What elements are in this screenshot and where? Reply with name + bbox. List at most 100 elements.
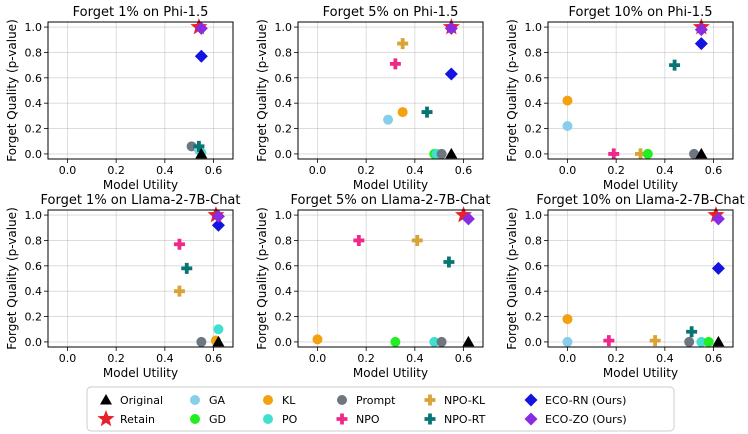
y-tick-label: 0.2 — [25, 123, 43, 136]
x-tick-label: 0.2 — [357, 164, 375, 177]
point-original — [462, 335, 475, 347]
x-axis-label: Model Utility — [103, 366, 178, 380]
point-prompt — [196, 336, 207, 347]
point-po — [429, 336, 440, 347]
x-axis-label: Model Utility — [603, 178, 678, 192]
x-tick-label: 0.0 — [309, 164, 327, 177]
legend-label-npo-kl: NPO-KL — [444, 394, 486, 407]
y-tick-label: 1.0 — [25, 21, 43, 34]
y-axis-label: Forget Quality (p-value) — [255, 19, 269, 162]
y-tick-label: 0.0 — [25, 148, 43, 161]
y-tick-label: 1.0 — [275, 21, 293, 34]
legend-marker-retain — [97, 410, 115, 427]
point-npo — [603, 335, 615, 347]
y-axis-label: Forget Quality (p-value) — [255, 207, 269, 350]
plot-frame — [547, 209, 734, 348]
legend-marker-kl — [263, 395, 273, 405]
point-kl — [397, 107, 408, 118]
x-tick-label: 0.6 — [455, 164, 473, 177]
point-kl — [562, 314, 573, 325]
legend-marker-gd — [190, 414, 200, 424]
point-eco-rn-ours — [211, 218, 225, 232]
legend-marker-prompt — [337, 395, 347, 405]
point-po — [696, 336, 707, 347]
legend-marker-eco-zo-ours — [524, 412, 538, 426]
y-tick-label: 0.0 — [275, 148, 293, 161]
y-tick-label: 0.8 — [275, 234, 293, 247]
point-npo — [173, 238, 185, 250]
y-tick-label: 1.0 — [275, 209, 293, 222]
point-original — [695, 147, 708, 159]
x-tick-label: 0.2 — [357, 352, 375, 365]
x-tick-label: 0.6 — [205, 352, 223, 365]
x-axis-label: Model Utility — [103, 178, 178, 192]
x-tick-label: 0.2 — [107, 164, 125, 177]
point-npo — [353, 234, 365, 246]
x-tick-label: 0.4 — [156, 352, 174, 365]
subplot-title: Forget 5% on Phi-1.5 — [323, 5, 459, 20]
y-tick-label: 1.0 — [25, 209, 43, 222]
y-tick-label: 0.0 — [25, 336, 43, 349]
point-ga — [562, 336, 573, 347]
x-tick-label: 0.4 — [406, 352, 424, 365]
legend-label-npo: NPO — [356, 413, 380, 426]
point-npo-kl — [397, 38, 409, 50]
plot-frame — [547, 21, 734, 160]
point-prompt — [436, 336, 447, 347]
point-npo — [389, 58, 401, 70]
subplot-title: Forget 10% on Llama-2-7B-Chat — [536, 193, 744, 208]
point-npo — [608, 148, 620, 160]
y-tick-label: 0.0 — [525, 148, 543, 161]
x-tick-label: 0.6 — [455, 352, 473, 365]
x-tick-label: 0.0 — [559, 164, 577, 177]
point-po — [213, 324, 224, 335]
y-tick-label: 0.2 — [275, 123, 293, 136]
x-tick-label: 0.6 — [705, 164, 723, 177]
point-ga — [562, 121, 573, 132]
subplot-title: Forget 10% on Phi-1.5 — [569, 5, 713, 20]
point-eco-rn-ours — [694, 37, 708, 51]
point-npo-rt — [421, 106, 433, 118]
x-tick-label: 0.4 — [156, 164, 174, 177]
point-npo-kl — [173, 285, 185, 297]
y-tick-label: 0.4 — [275, 97, 293, 110]
x-tick-label: 0.2 — [607, 164, 625, 177]
x-tick-label: 0.0 — [59, 352, 77, 365]
plot-frame — [47, 209, 234, 348]
y-tick-label: 1.0 — [525, 21, 543, 34]
point-gd — [390, 336, 401, 347]
plot-frame — [47, 21, 234, 160]
point-npo-rt — [686, 326, 698, 338]
plot-frame — [297, 209, 484, 348]
legend-label-eco-rn-ours: ECO-RN (Ours) — [545, 394, 626, 407]
point-eco-zo-ours — [444, 21, 458, 35]
legend-label-po: PO — [282, 413, 298, 426]
y-tick-label: 0.0 — [525, 336, 543, 349]
point-npo-rt — [181, 262, 193, 274]
point-original — [712, 335, 725, 347]
point-prompt — [436, 148, 447, 159]
y-tick-label: 0.2 — [525, 123, 543, 136]
point-eco-rn-ours — [711, 261, 725, 275]
y-tick-label: 0.6 — [525, 260, 543, 273]
point-eco-zo-ours — [711, 212, 725, 226]
y-axis-label: Forget Quality (p-value) — [505, 19, 519, 162]
y-tick-label: 0.4 — [525, 285, 543, 298]
x-axis-label: Model Utility — [603, 366, 678, 380]
point-eco-zo-ours — [211, 209, 225, 223]
x-tick-label: 0.4 — [656, 352, 674, 365]
point-retain — [454, 206, 473, 223]
x-tick-label: 0.4 — [406, 164, 424, 177]
legend-label-retain: Retain — [120, 413, 155, 426]
x-axis-label: Model Utility — [353, 178, 428, 192]
y-axis-label: Forget Quality (p-value) — [5, 207, 19, 350]
y-tick-label: 0.8 — [25, 234, 43, 247]
x-tick-label: 0.6 — [705, 352, 723, 365]
point-gd — [703, 336, 714, 347]
y-tick-label: 0.0 — [275, 336, 293, 349]
legend-marker-original — [100, 394, 112, 405]
point-eco-zo-ours — [461, 212, 475, 226]
